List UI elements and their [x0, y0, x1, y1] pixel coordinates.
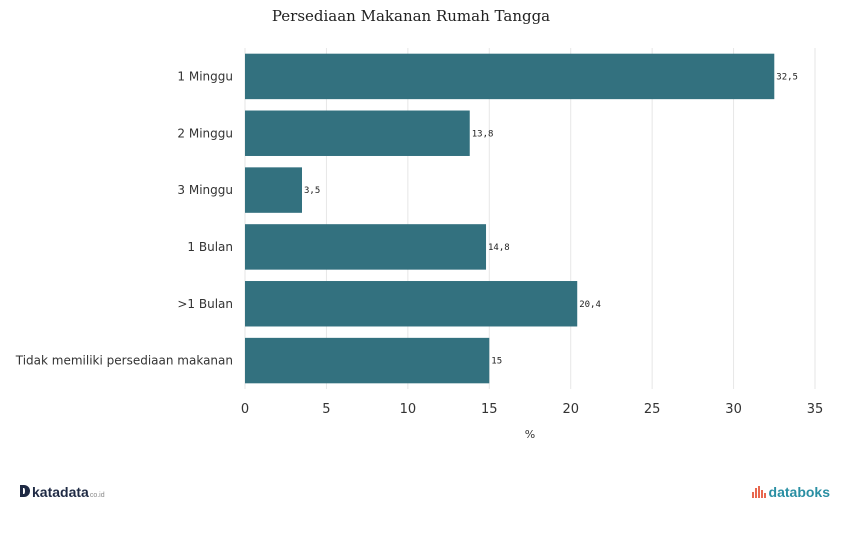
category-labels: 1 Minggu 2 Minggu 3 Minggu 1 Bulan >1 Bulan T…	[15, 69, 233, 367]
grid-lines	[244, 48, 816, 389]
katadata-logo-sub: co.id	[89, 492, 105, 499]
bar	[245, 281, 578, 327]
databoks-bars-icon	[751, 486, 766, 498]
bar	[245, 224, 487, 270]
x-tick-label: 0	[241, 402, 249, 417]
bar-chart: Persediaan Makanan Rumah Tangga 1 Minggu…	[15, 7, 824, 441]
category-label: >1 Bulan	[177, 297, 233, 311]
katadata-logo-text: katadata	[32, 484, 89, 500]
data-label: 3,5	[304, 186, 320, 196]
category-label: 1 Bulan	[187, 240, 233, 254]
category-label: 3 Minggu	[177, 183, 233, 197]
data-label: 20,4	[579, 300, 601, 310]
chart-title: Persediaan Makanan Rumah Tangga	[272, 7, 550, 25]
x-tick-label: 15	[481, 402, 498, 417]
x-axis-ticks: 0 5 10 15 20 25 30 35	[241, 402, 823, 417]
databoks-logo: databoks	[751, 484, 830, 500]
bar	[245, 167, 302, 213]
bar	[245, 110, 470, 156]
katadata-mark-icon	[20, 485, 30, 497]
x-tick-label: 20	[562, 402, 579, 417]
value-labels: 32,5 13,8 3,5 14,8 20,4 15	[304, 72, 798, 366]
category-label: 1 Minggu	[177, 69, 233, 83]
category-label: 2 Minggu	[177, 126, 233, 140]
databoks-logo-text: databoks	[768, 484, 830, 500]
bars	[245, 53, 775, 384]
katadata-logo: katadata co.id	[20, 484, 105, 500]
x-tick-label: 10	[400, 402, 417, 417]
category-label: Tidak memiliki persediaan makanan	[15, 354, 233, 368]
data-label: 15	[491, 357, 502, 367]
bar	[245, 337, 490, 384]
x-tick-label: 30	[725, 402, 742, 417]
x-tick-label: 25	[644, 402, 661, 417]
data-label: 32,5	[776, 72, 798, 82]
x-tick-label: 35	[807, 402, 824, 417]
data-label: 14,8	[488, 243, 510, 253]
x-tick-label: 5	[322, 402, 330, 417]
bar	[245, 53, 775, 100]
x-axis-title: %	[525, 428, 535, 441]
data-label: 13,8	[472, 129, 494, 139]
